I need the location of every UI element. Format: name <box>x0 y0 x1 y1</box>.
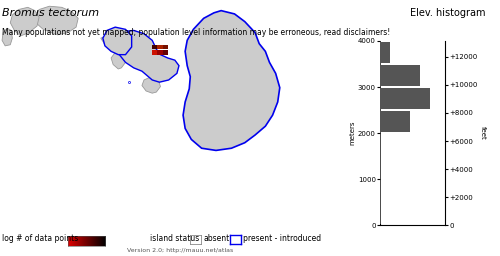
Text: Bromus tectorum: Bromus tectorum <box>2 8 100 18</box>
Bar <box>162 45 168 49</box>
Bar <box>380 111 410 132</box>
Bar <box>162 50 168 55</box>
Y-axis label: feet: feet <box>480 126 486 140</box>
Polygon shape <box>183 10 280 151</box>
Text: Version 2.0; http://mauu.net/atlas: Version 2.0; http://mauu.net/atlas <box>127 248 233 253</box>
Polygon shape <box>10 7 39 36</box>
Ellipse shape <box>206 52 257 117</box>
Bar <box>380 65 420 86</box>
Ellipse shape <box>220 70 243 99</box>
Polygon shape <box>103 27 132 55</box>
Text: absent: absent <box>203 233 229 243</box>
Bar <box>158 50 162 55</box>
Bar <box>152 50 158 55</box>
Polygon shape <box>101 33 144 47</box>
Y-axis label: meters: meters <box>349 121 355 145</box>
Ellipse shape <box>196 40 266 129</box>
Ellipse shape <box>210 58 252 111</box>
Polygon shape <box>2 28 12 46</box>
Ellipse shape <box>215 63 248 105</box>
Polygon shape <box>111 51 126 69</box>
Text: Elev. histogram: Elev. histogram <box>410 8 485 18</box>
Polygon shape <box>115 30 179 82</box>
Ellipse shape <box>202 46 262 123</box>
Text: present - introduced: present - introduced <box>243 233 321 243</box>
Polygon shape <box>35 6 78 35</box>
Text: log # of data points: log # of data points <box>2 233 79 243</box>
Polygon shape <box>142 77 161 93</box>
Text: island status: island status <box>150 233 199 243</box>
Bar <box>380 42 390 63</box>
Bar <box>152 45 158 49</box>
Bar <box>380 88 430 109</box>
Bar <box>158 45 162 49</box>
Text: Many populations not yet mapped; population level information may be erroneous, : Many populations not yet mapped; populat… <box>2 28 391 37</box>
